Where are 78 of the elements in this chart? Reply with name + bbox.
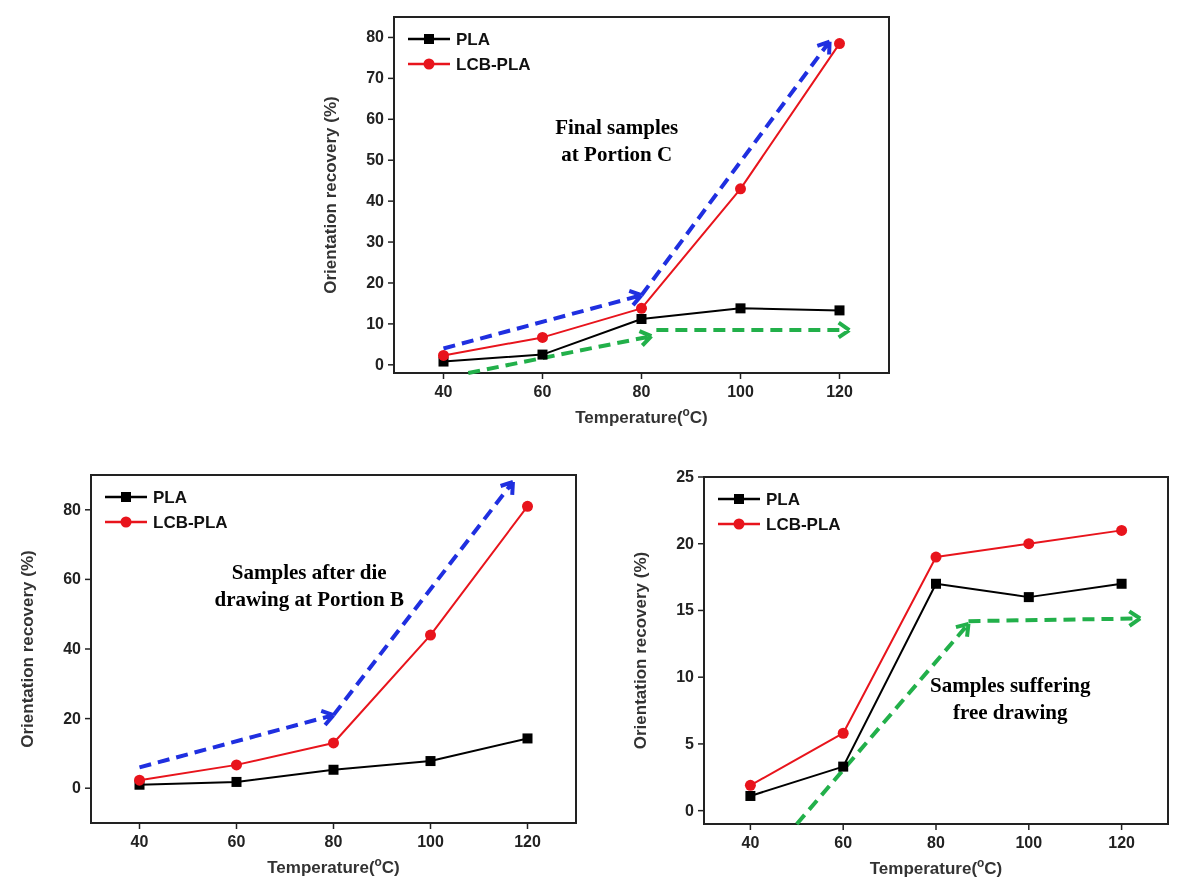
y-tick-label: 5: [685, 734, 695, 752]
legend-label: LCB-PLA: [766, 515, 841, 534]
x-tick-label: 100: [727, 383, 754, 400]
point: [522, 500, 533, 512]
y-tick-label: 0: [375, 355, 385, 373]
y-tick-label: 20: [366, 273, 385, 291]
point: [231, 776, 242, 787]
y-tick-label: 50: [366, 151, 385, 169]
y-tick-label: 10: [676, 668, 695, 686]
x-tick-label: 100: [417, 833, 444, 850]
annotation: Samples after die drawing at Portion B: [214, 560, 405, 612]
y-tick-label: 0: [72, 779, 82, 797]
y-tick-label: 40: [366, 192, 385, 210]
y-tick-label: 15: [676, 601, 695, 619]
y-axis-title: Orientation recovery (%): [631, 551, 650, 750]
x-axis-title: Temperature($^{o}$C): [575, 405, 708, 427]
legend-label: PLA: [456, 30, 490, 49]
x-tick-label: 80: [927, 834, 945, 851]
point: [834, 305, 845, 316]
y-tick-label: 80: [63, 500, 82, 518]
point: [1116, 524, 1128, 536]
point: [425, 756, 436, 767]
x-tick-label: 100: [1015, 834, 1043, 851]
point: [1023, 538, 1035, 550]
point: [1116, 578, 1127, 589]
y-tick-label: 25: [676, 468, 695, 485]
point: [931, 578, 941, 589]
point: [1023, 592, 1034, 603]
point: [537, 349, 548, 360]
y-tick-label: 80: [366, 28, 385, 46]
x-tick-label: 80: [632, 383, 651, 400]
point: [438, 349, 449, 361]
point: [636, 302, 647, 314]
point: [837, 727, 849, 739]
x-tick-label: 40: [434, 383, 453, 400]
y-axis-title: Orientation recovery (%): [18, 550, 37, 748]
y-tick-label: 40: [63, 640, 82, 657]
point: [930, 551, 942, 563]
y-tick-label: 10: [366, 314, 385, 332]
point: [636, 313, 647, 324]
x-axis-title: Temperature($^{o}$C): [267, 855, 400, 877]
point: [745, 790, 756, 801]
annotation: Samples suffering free drawing: [930, 673, 1091, 725]
x-tick-label: 120: [1108, 834, 1136, 851]
legend-label: LCB-PLA: [153, 513, 228, 532]
x-tick-label: 60: [834, 834, 853, 851]
y-tick-label: 20: [676, 534, 695, 552]
point: [735, 303, 746, 314]
point: [134, 774, 145, 786]
point: [744, 779, 756, 791]
legend-label: PLA: [153, 488, 187, 507]
y-tick-label: 20: [63, 709, 82, 727]
y-tick-label: 0: [685, 801, 695, 819]
x-tick-label: 40: [741, 834, 760, 851]
x-tick-label: 60: [227, 833, 246, 850]
y-tick-label: 60: [366, 110, 385, 128]
legend-label: LCB-PLA: [456, 55, 531, 74]
point: [838, 761, 849, 772]
point: [735, 183, 746, 195]
x-tick-label: 80: [324, 833, 343, 850]
x-tick-label: 40: [130, 833, 149, 850]
y-tick-label: 70: [366, 69, 385, 87]
y-tick-label: 30: [366, 233, 385, 251]
x-axis-title: Temperature($^{o}$C): [869, 856, 1003, 878]
point: [537, 331, 548, 343]
point: [328, 737, 339, 749]
legend-label: PLA: [766, 490, 800, 509]
annotation: Final samples at Portion C: [555, 115, 679, 167]
point: [231, 759, 242, 771]
x-tick-label: 120: [826, 383, 853, 400]
point: [425, 629, 436, 641]
y-tick-label: 60: [63, 570, 82, 588]
x-tick-label: 120: [514, 833, 541, 850]
point: [834, 38, 845, 50]
y-axis-title: Orientation recovery (%): [321, 96, 340, 294]
x-tick-label: 60: [533, 383, 552, 400]
point: [328, 764, 339, 775]
point: [522, 733, 533, 744]
